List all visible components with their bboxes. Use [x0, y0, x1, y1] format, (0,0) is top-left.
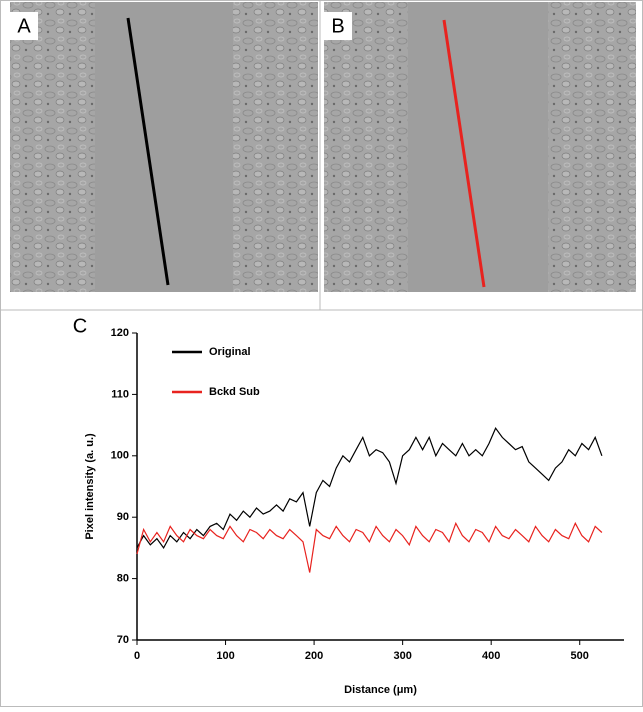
panel-label: A: [17, 15, 31, 37]
x-tick-label: 0: [134, 650, 140, 662]
panel-label: B: [331, 15, 344, 37]
x-tick-label: 100: [216, 650, 234, 662]
y-tick-label: 90: [117, 511, 129, 523]
line-series: [136, 521, 603, 573]
y-tick-label: 100: [111, 450, 129, 462]
line-series: [136, 426, 603, 550]
micrograph-a: A: [10, 2, 318, 292]
legend-label: Bckd Sub: [209, 386, 260, 398]
x-tick-label: 300: [393, 650, 411, 662]
y-tick-label: 70: [117, 634, 129, 646]
micrograph-b: B: [324, 2, 636, 292]
y-axis-label: Pixel intensity (a. u.): [84, 433, 96, 540]
chart: C 70 80 90 100 110 120 0 100 200 300 400 500 Distance…: [73, 315, 624, 696]
panel-label: C: [73, 315, 87, 337]
x-axis-label: Distance (μm): [344, 684, 417, 696]
y-tick-label: 110: [111, 388, 129, 400]
x-tick-label: 500: [571, 650, 589, 662]
x-tick-label: 400: [482, 650, 500, 662]
x-tick-label: 200: [305, 650, 323, 662]
y-tick-label: 120: [111, 327, 129, 339]
legend-label: Original: [209, 346, 251, 358]
y-tick-label: 80: [117, 573, 129, 585]
